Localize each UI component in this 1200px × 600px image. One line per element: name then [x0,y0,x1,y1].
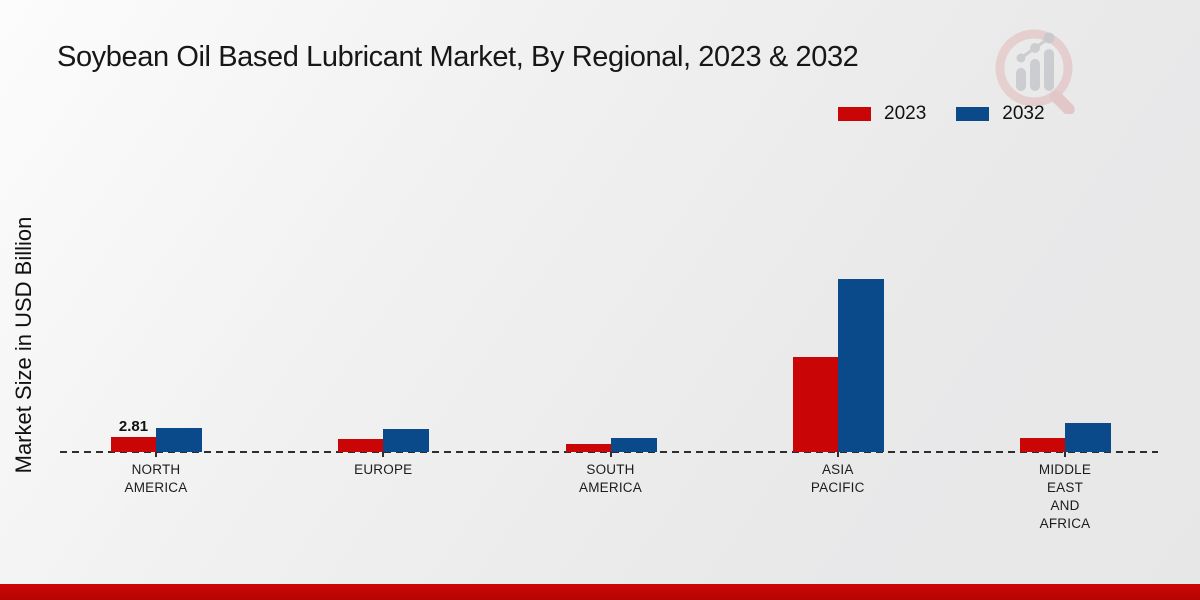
category-label-middle-east-and-africa: MIDDLE EAST AND AFRICA [1038,462,1092,531]
value-label-2023: 2.81 [118,418,149,435]
axis-tick-asia-pacific [836,452,839,457]
y-axis-label: Market Size in USD Billion [11,216,36,474]
bar-2032-north-america [156,428,202,452]
bar-2023-asia-pacific [792,356,838,452]
zero-axis-line [60,451,1158,453]
footer-red-strip [0,584,1200,600]
legend-swatch-2023 [838,107,871,121]
legend-item-2023: 2023 [838,103,926,125]
legend-swatch-2032 [956,107,990,121]
category-label-europe: EUROPE [354,462,413,477]
magnifier-bar-chart-logo-icon [990,28,1082,119]
bar-2032-europe [383,428,430,452]
legend-label-2023: 2023 [884,103,927,124]
chart-title: Soybean Oil Based Lubricant Market, By R… [57,41,859,73]
bar-2032-asia-pacific [837,278,884,452]
bar-2023-middle-east-and-africa [1020,438,1065,452]
category-label-asia-pacific: ASIA PACIFIC [810,462,865,495]
bar-2032-middle-east-and-africa [1065,423,1111,452]
category-label-south-america: SOUTH AMERICA [579,462,642,495]
bar-2023-europe [338,439,384,452]
axis-tick-europe [382,452,385,457]
axis-tick-south-america [609,452,612,457]
legend-label-2032: 2032 [1002,103,1045,124]
legend-item-2032: 2032 [956,103,1045,125]
axis-tick-north-america [155,452,157,457]
category-label-north-america: NORTH AMERICA [124,462,188,495]
bar-2023-south-america [565,444,611,452]
legend: 2023 2032 [838,103,1045,125]
bar-2023-north-america [111,437,156,452]
bar-2032-south-america [610,438,657,452]
axis-tick-middle-east-and-africa [1064,452,1066,457]
